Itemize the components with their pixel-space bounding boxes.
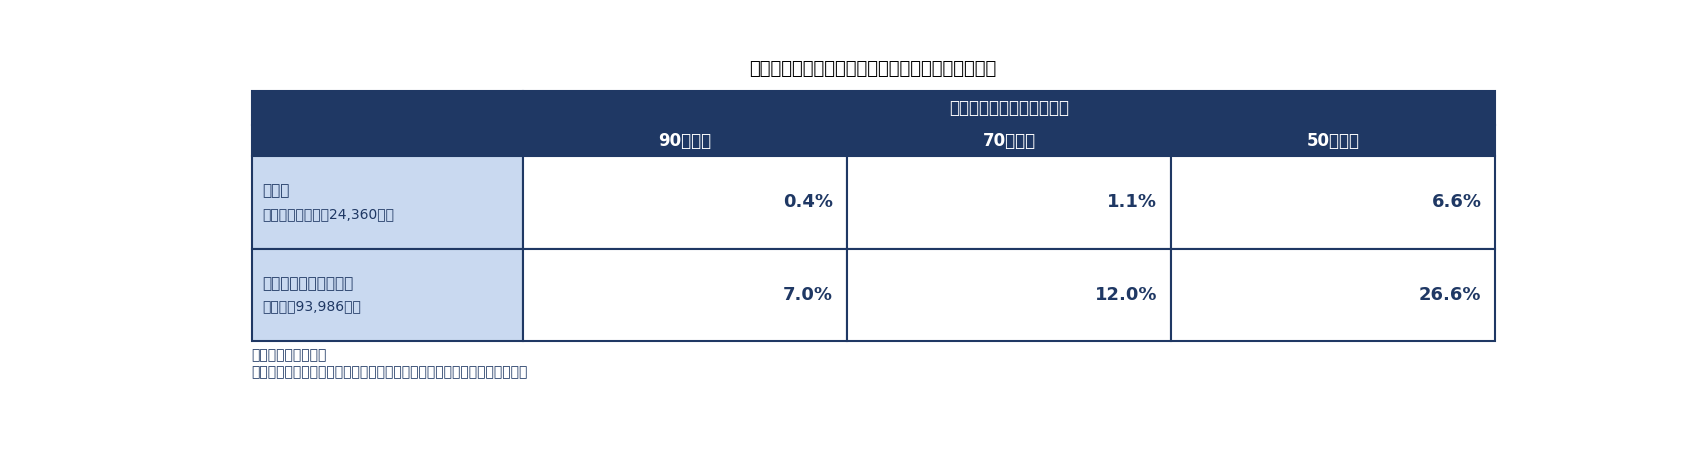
Bar [848, 248, 1171, 341]
Text: 6.6%: 6.6% [1431, 194, 1481, 212]
Bar [1171, 248, 1496, 341]
Bar [523, 156, 848, 248]
Text: 7.0%: 7.0% [783, 286, 832, 304]
Bar [1171, 125, 1496, 156]
Bar [252, 125, 523, 156]
Bar [848, 125, 1171, 156]
Text: 12.0%: 12.0% [1094, 286, 1157, 304]
Text: （図表１）相続登記が未了となっている土地の割合: （図表１）相続登記が未了となっている土地の割合 [749, 60, 996, 78]
Text: （資料）法務省「不動産登記簿における相続登記未了土地調査について」: （資料）法務省「不動産登記簿における相続登記未了土地調査について」 [252, 365, 528, 379]
Text: 0.4%: 0.4% [783, 194, 832, 212]
Bar [1171, 156, 1496, 248]
Bar [252, 248, 523, 341]
Text: 50年以上: 50年以上 [1307, 132, 1360, 150]
Text: 大都市: 大都市 [262, 183, 289, 198]
Bar [252, 156, 523, 248]
Bar [848, 156, 1171, 248]
Bar [523, 248, 848, 341]
Text: （注）割合は累積値: （注）割合は累積値 [252, 348, 327, 362]
Text: （同上：93,986個）: （同上：93,986個） [262, 299, 361, 313]
Text: （所有権の個数：24,360個）: （所有権の個数：24,360個） [262, 207, 395, 221]
Text: 90年以上: 90年以上 [659, 132, 711, 150]
Text: 中小都市・中山間地域: 中小都市・中山間地域 [262, 276, 354, 291]
Text: 1.1%: 1.1% [1108, 194, 1157, 212]
Bar [523, 91, 1496, 125]
Bar [523, 125, 848, 156]
Text: 最後の登記からの経遂期間: 最後の登記からの経遂期間 [950, 99, 1069, 117]
Text: 70年以上: 70年以上 [982, 132, 1035, 150]
Bar [252, 91, 523, 125]
Text: 26.6%: 26.6% [1419, 286, 1481, 304]
